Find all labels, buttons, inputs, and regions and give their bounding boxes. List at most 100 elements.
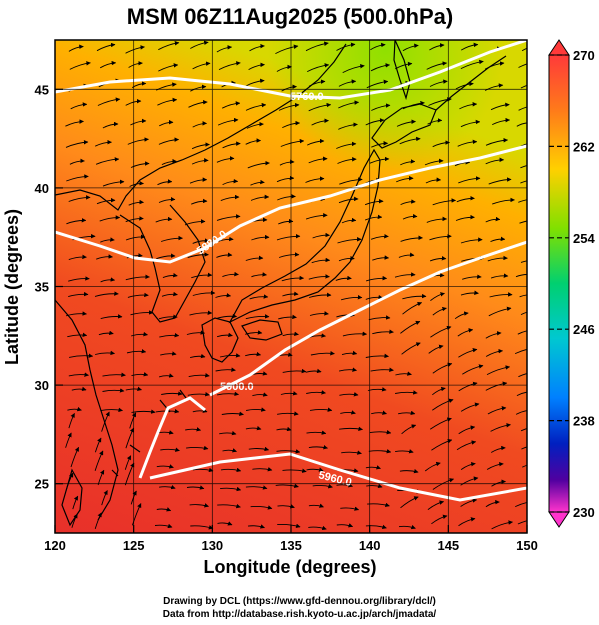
wind-arrow <box>246 121 264 129</box>
wind-arrow <box>282 368 307 374</box>
colorbar-label: 262 <box>573 139 595 154</box>
y-tick-label: 25 <box>35 477 49 492</box>
ryukyu-islands <box>111 389 187 477</box>
wind-arrow <box>458 348 478 358</box>
wind-arrow <box>340 295 363 301</box>
wind-arrow <box>312 232 330 239</box>
wind-arrow <box>490 236 506 243</box>
wind-arrow <box>398 252 415 258</box>
wind-arrow <box>125 274 150 281</box>
wind-arrow <box>131 372 149 377</box>
wind-arrow <box>310 350 335 356</box>
wind-arrow <box>366 79 389 89</box>
wind-arrow <box>308 156 328 164</box>
contour-5760 <box>55 40 527 100</box>
x-axis: 120 125 130 135 140 145 150 <box>44 525 538 553</box>
wind-arrow <box>402 213 418 220</box>
y-axis-label: Latitude (degrees) <box>2 209 22 365</box>
wind-arrow <box>369 429 392 435</box>
wind-arrow <box>460 476 479 486</box>
wind-arrow <box>339 392 359 397</box>
wind-arrow <box>402 43 419 52</box>
wind-arrow <box>217 521 233 526</box>
colorbar-label: 270 <box>573 48 595 63</box>
wind-arrow <box>336 141 357 149</box>
y-axis: 25 30 35 40 45 <box>35 82 63 492</box>
colorbar-ticks: 270 262 254 246 238 230 <box>549 48 595 520</box>
wind-arrow <box>341 450 362 455</box>
wind-arrow <box>67 332 88 338</box>
x-tick-label: 140 <box>359 538 381 553</box>
wind-arrow <box>424 158 444 166</box>
wind-arrow <box>311 118 329 126</box>
wind-arrow <box>485 381 508 391</box>
wind-arrow <box>130 161 150 168</box>
wind-arrow <box>160 447 180 452</box>
wind-arrow <box>158 119 174 127</box>
wind-arrow <box>342 63 365 74</box>
wind-arrow <box>159 484 176 490</box>
wind-arrow <box>219 430 237 436</box>
wind-arrow <box>281 275 305 282</box>
wind-arrow <box>250 194 270 201</box>
colorbar-scale <box>548 54 570 513</box>
colorbar-label: 238 <box>573 414 595 429</box>
wind-arrow <box>250 505 273 510</box>
wind-arrow <box>308 503 324 508</box>
wind-arrow <box>94 291 119 297</box>
wind-arrow <box>125 216 144 223</box>
wind-arrow <box>188 373 210 378</box>
wind-arrow <box>517 520 527 525</box>
wind-arrow <box>305 176 325 183</box>
wind-arrow <box>192 408 208 413</box>
wind-arrow <box>308 525 327 531</box>
wind-arrow <box>276 233 301 241</box>
wind-arrow <box>486 461 504 470</box>
wind-arrow <box>245 351 262 357</box>
contour-5900 <box>209 240 527 397</box>
credit-drawing: Drawing by DCL (https://www.gfd-dennou.o… <box>163 596 436 607</box>
wind-arrow <box>398 524 416 530</box>
wind-arrow <box>247 160 270 169</box>
wind-arrow <box>372 255 390 261</box>
wind-arrow <box>247 524 265 529</box>
wind-arrow <box>400 496 419 509</box>
wind-arrow <box>308 445 328 450</box>
wind-arrow <box>308 102 332 112</box>
contour-label-5760: 5760.0 <box>290 91 324 103</box>
wind-arrow <box>487 406 507 415</box>
wind-arrow <box>190 525 214 530</box>
wind-arrow <box>218 61 241 71</box>
wind-arrow <box>277 194 296 201</box>
y-tick-label: 30 <box>35 378 49 393</box>
wind-arrow <box>99 215 121 222</box>
wind-arrow <box>372 329 394 335</box>
wind-arrow <box>485 216 501 223</box>
wind-arrow <box>282 331 299 337</box>
wind-arrow <box>69 353 94 358</box>
wind-arrow <box>395 371 412 376</box>
wind-arrow <box>191 158 209 165</box>
wind-arrow <box>368 315 391 321</box>
wind-arrow <box>125 234 146 241</box>
coastlines <box>55 40 507 527</box>
wind-arrow <box>516 120 527 127</box>
wind-arrow <box>425 177 442 184</box>
wind-arrow <box>102 388 125 393</box>
wind-arrow <box>96 42 116 52</box>
wind-arrow <box>339 177 363 185</box>
colorbar-label: 254 <box>573 231 595 246</box>
wind-arrow <box>400 199 416 206</box>
wind-arrow <box>100 237 115 243</box>
wind-arrow <box>68 276 90 282</box>
wind-arrow <box>428 344 444 354</box>
wind-arrow <box>158 197 176 203</box>
wind-arrow <box>69 61 91 70</box>
wind-arrow <box>222 271 239 278</box>
wind-arrow <box>192 467 214 473</box>
wind-arrow <box>401 424 417 435</box>
wind-arrow <box>66 174 89 182</box>
wind-arrow <box>306 467 324 472</box>
wind-arrow <box>156 253 176 260</box>
wind-arrow <box>488 306 512 317</box>
